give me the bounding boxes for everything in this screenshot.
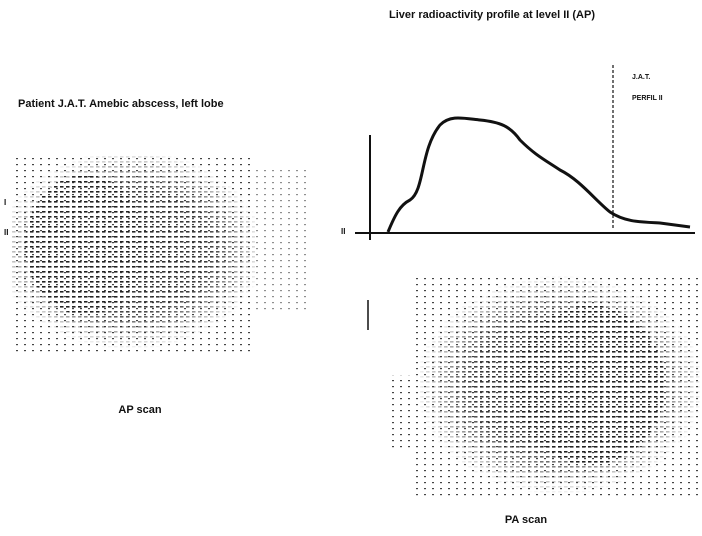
baseline-mark: II — [341, 227, 345, 236]
pa-scan — [390, 275, 700, 500]
ap-scan: I II — [4, 155, 310, 355]
profile-curve — [386, 116, 691, 233]
level-mark: II — [4, 228, 8, 237]
ap-scan-edge — [250, 170, 310, 310]
title: Liver radioactivity profile at level II … — [389, 9, 595, 21]
profile-tag: PERFIL II — [632, 95, 663, 102]
profile — [355, 65, 695, 330]
ap-scan-density — [10, 155, 255, 355]
patient-label: Patient J.A.T. Amebic abscess, left lobe — [18, 98, 224, 110]
profile-tag: J.A.T. — [632, 74, 650, 81]
ap-scan-label: AP scan — [118, 404, 161, 416]
level-mark: I — [4, 198, 6, 207]
pa-scan-edge — [390, 375, 410, 450]
pa-scan-density — [410, 275, 700, 500]
pa-scan-label: PA scan — [505, 514, 547, 526]
